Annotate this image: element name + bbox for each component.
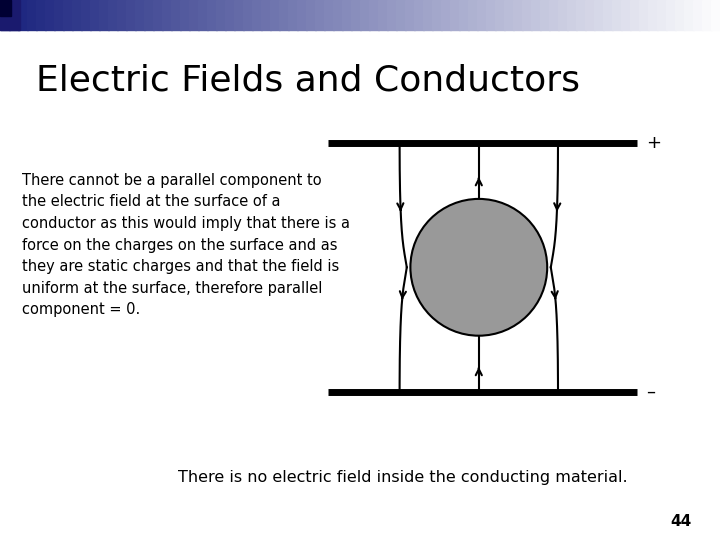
Bar	[576, 0, 586, 30]
Bar	[297, 0, 307, 30]
Bar	[270, 0, 281, 30]
Bar	[360, 0, 370, 30]
Bar	[243, 0, 253, 30]
Text: +: +	[646, 134, 661, 152]
Bar	[603, 0, 613, 30]
Bar	[288, 0, 299, 30]
Bar	[279, 0, 289, 30]
Bar	[261, 0, 271, 30]
Bar	[477, 0, 487, 30]
Bar	[306, 0, 317, 30]
Bar	[108, 0, 119, 30]
Bar	[513, 0, 523, 30]
Bar	[531, 0, 541, 30]
Bar	[0, 0, 11, 16]
Bar	[522, 0, 532, 30]
Bar	[432, 0, 442, 30]
Bar	[9, 0, 19, 30]
Bar	[450, 0, 461, 30]
Bar	[441, 0, 451, 30]
Bar	[702, 0, 712, 30]
Bar	[90, 0, 101, 30]
Bar	[648, 0, 658, 30]
Bar	[72, 0, 82, 30]
Bar	[711, 0, 720, 30]
Ellipse shape	[410, 199, 547, 336]
Bar	[378, 0, 389, 30]
Bar	[333, 0, 343, 30]
Bar	[324, 0, 334, 30]
Bar	[585, 0, 595, 30]
Bar	[549, 0, 559, 30]
Bar	[630, 0, 641, 30]
Bar	[18, 0, 29, 30]
Bar	[657, 0, 667, 30]
Bar	[0, 0, 20, 30]
Bar	[135, 0, 145, 30]
Bar	[387, 0, 397, 30]
Bar	[0, 0, 11, 30]
Bar	[36, 0, 46, 30]
Bar	[693, 0, 703, 30]
Bar	[207, 0, 217, 30]
Text: 44: 44	[670, 514, 691, 529]
Text: Electric Fields and Conductors: Electric Fields and Conductors	[36, 63, 580, 97]
Bar	[216, 0, 226, 30]
Bar	[126, 0, 137, 30]
Bar	[567, 0, 577, 30]
Text: There cannot be a parallel component to
the electric field at the surface of a
c: There cannot be a parallel component to …	[22, 173, 350, 318]
Bar	[675, 0, 685, 30]
Bar	[594, 0, 604, 30]
Text: There is no electric field inside the conducting material.: There is no electric field inside the co…	[179, 470, 628, 485]
Bar	[45, 0, 55, 30]
Bar	[63, 0, 73, 30]
Bar	[612, 0, 622, 30]
Bar	[621, 0, 631, 30]
Bar	[171, 0, 181, 30]
Bar	[684, 0, 694, 30]
Bar	[117, 0, 127, 30]
Bar	[369, 0, 379, 30]
Bar	[315, 0, 325, 30]
Bar	[351, 0, 361, 30]
Bar	[81, 0, 91, 30]
Bar	[504, 0, 514, 30]
Bar	[234, 0, 245, 30]
Bar	[468, 0, 478, 30]
Bar	[27, 0, 37, 30]
Bar	[225, 0, 235, 30]
Bar	[459, 0, 469, 30]
Bar	[423, 0, 433, 30]
Text: –: –	[646, 382, 655, 401]
Bar	[189, 0, 199, 30]
Bar	[54, 0, 65, 30]
Bar	[540, 0, 550, 30]
Bar	[162, 0, 173, 30]
Bar	[414, 0, 424, 30]
Bar	[396, 0, 407, 30]
Bar	[405, 0, 415, 30]
Bar	[558, 0, 569, 30]
Bar	[198, 0, 209, 30]
Bar	[666, 0, 677, 30]
Bar	[342, 0, 353, 30]
Bar	[639, 0, 649, 30]
Bar	[144, 0, 154, 30]
Bar	[495, 0, 505, 30]
Bar	[252, 0, 262, 30]
Bar	[486, 0, 497, 30]
Bar	[153, 0, 163, 30]
Bar	[99, 0, 109, 30]
Bar	[180, 0, 190, 30]
